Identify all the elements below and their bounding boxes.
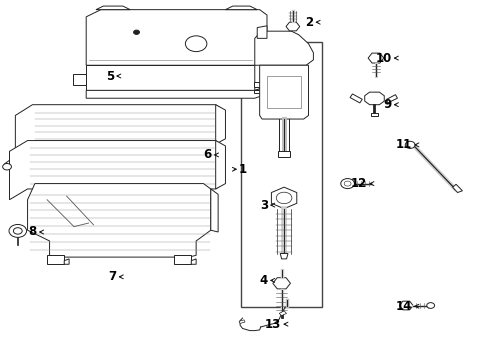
Polygon shape	[260, 65, 309, 119]
Text: 2: 2	[305, 16, 314, 29]
Circle shape	[344, 181, 351, 186]
Circle shape	[427, 303, 435, 309]
Text: 13: 13	[265, 318, 281, 331]
Polygon shape	[15, 105, 223, 155]
Polygon shape	[280, 253, 288, 259]
Polygon shape	[9, 140, 223, 200]
Polygon shape	[211, 189, 218, 232]
Polygon shape	[350, 94, 362, 103]
Polygon shape	[254, 82, 262, 87]
Circle shape	[185, 36, 207, 51]
Polygon shape	[255, 31, 314, 65]
Polygon shape	[191, 259, 196, 264]
Circle shape	[405, 141, 415, 148]
Polygon shape	[64, 259, 69, 264]
Polygon shape	[4, 160, 9, 169]
Text: 8: 8	[28, 225, 37, 238]
Polygon shape	[96, 6, 130, 10]
Circle shape	[134, 30, 140, 35]
Circle shape	[341, 179, 354, 189]
Polygon shape	[255, 58, 267, 90]
Polygon shape	[257, 26, 267, 39]
Polygon shape	[86, 87, 267, 98]
Text: 12: 12	[351, 177, 367, 190]
Circle shape	[13, 228, 22, 234]
Circle shape	[276, 192, 292, 204]
Text: 7: 7	[108, 270, 117, 283]
Polygon shape	[453, 184, 463, 193]
Polygon shape	[371, 113, 378, 116]
Polygon shape	[86, 10, 267, 65]
Text: 11: 11	[396, 138, 412, 151]
Polygon shape	[239, 320, 245, 323]
Text: 9: 9	[383, 98, 392, 111]
Text: 1: 1	[239, 163, 247, 176]
Bar	[241, 42, 322, 307]
Polygon shape	[271, 187, 297, 209]
Circle shape	[2, 163, 11, 170]
Text: 10: 10	[375, 51, 392, 64]
Polygon shape	[399, 301, 413, 310]
Polygon shape	[174, 255, 191, 264]
Polygon shape	[365, 92, 384, 105]
Circle shape	[9, 225, 26, 237]
Text: 14: 14	[396, 300, 412, 313]
Polygon shape	[254, 90, 262, 93]
Text: 3: 3	[260, 199, 268, 212]
Polygon shape	[286, 22, 300, 31]
Polygon shape	[387, 95, 397, 103]
Polygon shape	[278, 151, 291, 157]
Polygon shape	[216, 105, 225, 144]
Polygon shape	[73, 74, 86, 85]
Text: 6: 6	[203, 148, 212, 161]
Polygon shape	[86, 65, 255, 90]
Text: 4: 4	[260, 274, 268, 287]
Polygon shape	[368, 53, 384, 63]
Polygon shape	[273, 278, 291, 289]
Polygon shape	[27, 184, 211, 257]
Polygon shape	[216, 140, 225, 189]
Polygon shape	[267, 76, 301, 108]
Polygon shape	[225, 6, 257, 10]
Polygon shape	[279, 311, 287, 316]
Polygon shape	[47, 255, 64, 264]
Text: 5: 5	[106, 69, 114, 82]
